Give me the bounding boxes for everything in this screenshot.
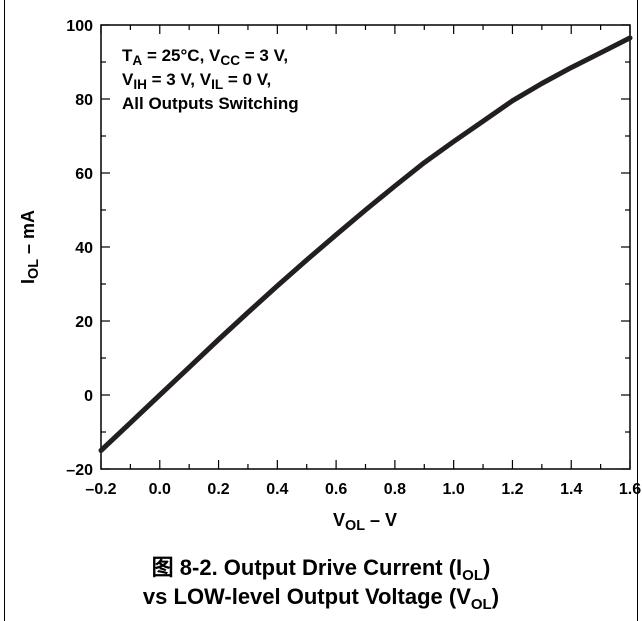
chart-svg: –0.2 0.0 0.2 0.4 0.6 0.8 1.0 1.2 1.4 1.6 –20 0 20 40… — [18, 18, 641, 534]
y-tick-label: 20 — [75, 314, 93, 331]
x-axis-label: VOL​ – V — [333, 510, 397, 534]
annotation-line: VIH​ = 3 V, VIL​ = 0 V, — [122, 70, 271, 92]
y-tick-label: 80 — [75, 92, 93, 109]
annotation-box — [116, 38, 340, 119]
y-tick-label: 0 — [84, 388, 93, 405]
y-tick-label: 60 — [75, 166, 93, 183]
x-tick-label: 1.0 — [443, 481, 465, 498]
annotation-line: TA​ = 25°C, VCC​ = 3 V, — [122, 46, 288, 68]
figure-frame — [4, 0, 638, 621]
x-tick-label: 0.2 — [207, 481, 229, 498]
y-tick-label: 100 — [66, 18, 93, 35]
x-tick-label: 1.4 — [560, 481, 582, 498]
y-tick-label: 40 — [75, 240, 93, 257]
y-tick-label: –20 — [66, 462, 93, 479]
annotation-text: TA​ = 25°C, VCC​ = 3 V,VIH​ = 3 V, VIL​ … — [122, 46, 299, 113]
x-tick-label: 0.8 — [384, 481, 406, 498]
x-tick-label: 0.6 — [325, 481, 347, 498]
y-tick-labels: –20 0 20 40 60 80 100 — [66, 18, 93, 479]
x-tick-label: –0.2 — [85, 481, 116, 498]
x-tick-labels: –0.2 0.0 0.2 0.4 0.6 0.8 1.0 1.2 1.4 1.6 — [85, 481, 641, 498]
x-tick-label: 1.2 — [501, 481, 523, 498]
series-line — [98, 35, 633, 453]
annotation-line: All Outputs Switching — [122, 94, 299, 113]
x-tick-label: 0.4 — [266, 481, 288, 498]
x-tick-label: 1.6 — [619, 481, 641, 498]
y-axis-label: IOL​ – mA — [18, 210, 42, 284]
figure-caption-line1: 图 8-2. Output Drive Current (IOL) — [151, 555, 491, 584]
x-tick-label: 0.0 — [149, 481, 171, 498]
axis-ticks — [100, 24, 631, 470]
figure-caption-line2: vs LOW-level Output Voltage (VOL) — [142, 584, 500, 613]
